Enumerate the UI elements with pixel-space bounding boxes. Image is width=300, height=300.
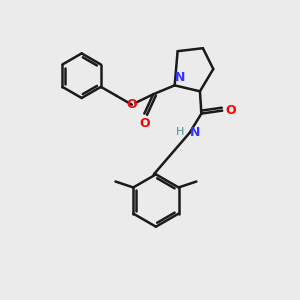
Text: N: N <box>175 71 186 84</box>
Text: H: H <box>176 127 184 137</box>
Text: O: O <box>139 117 150 130</box>
Text: O: O <box>127 98 137 111</box>
Text: N: N <box>190 126 200 139</box>
Text: O: O <box>225 104 236 117</box>
